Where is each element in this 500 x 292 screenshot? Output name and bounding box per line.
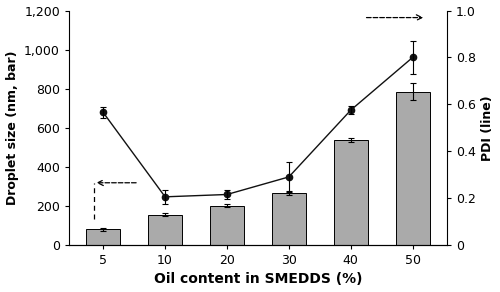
Bar xyxy=(396,92,430,245)
X-axis label: Oil content in SMEDDS (%): Oil content in SMEDDS (%) xyxy=(154,272,362,286)
Bar xyxy=(86,229,120,245)
Bar xyxy=(148,215,182,245)
Y-axis label: PDI (line): PDI (line) xyxy=(482,95,494,161)
Y-axis label: Droplet size (nm, bar): Droplet size (nm, bar) xyxy=(6,51,18,205)
Bar xyxy=(334,140,368,245)
Bar xyxy=(210,206,244,245)
Bar xyxy=(272,193,306,245)
